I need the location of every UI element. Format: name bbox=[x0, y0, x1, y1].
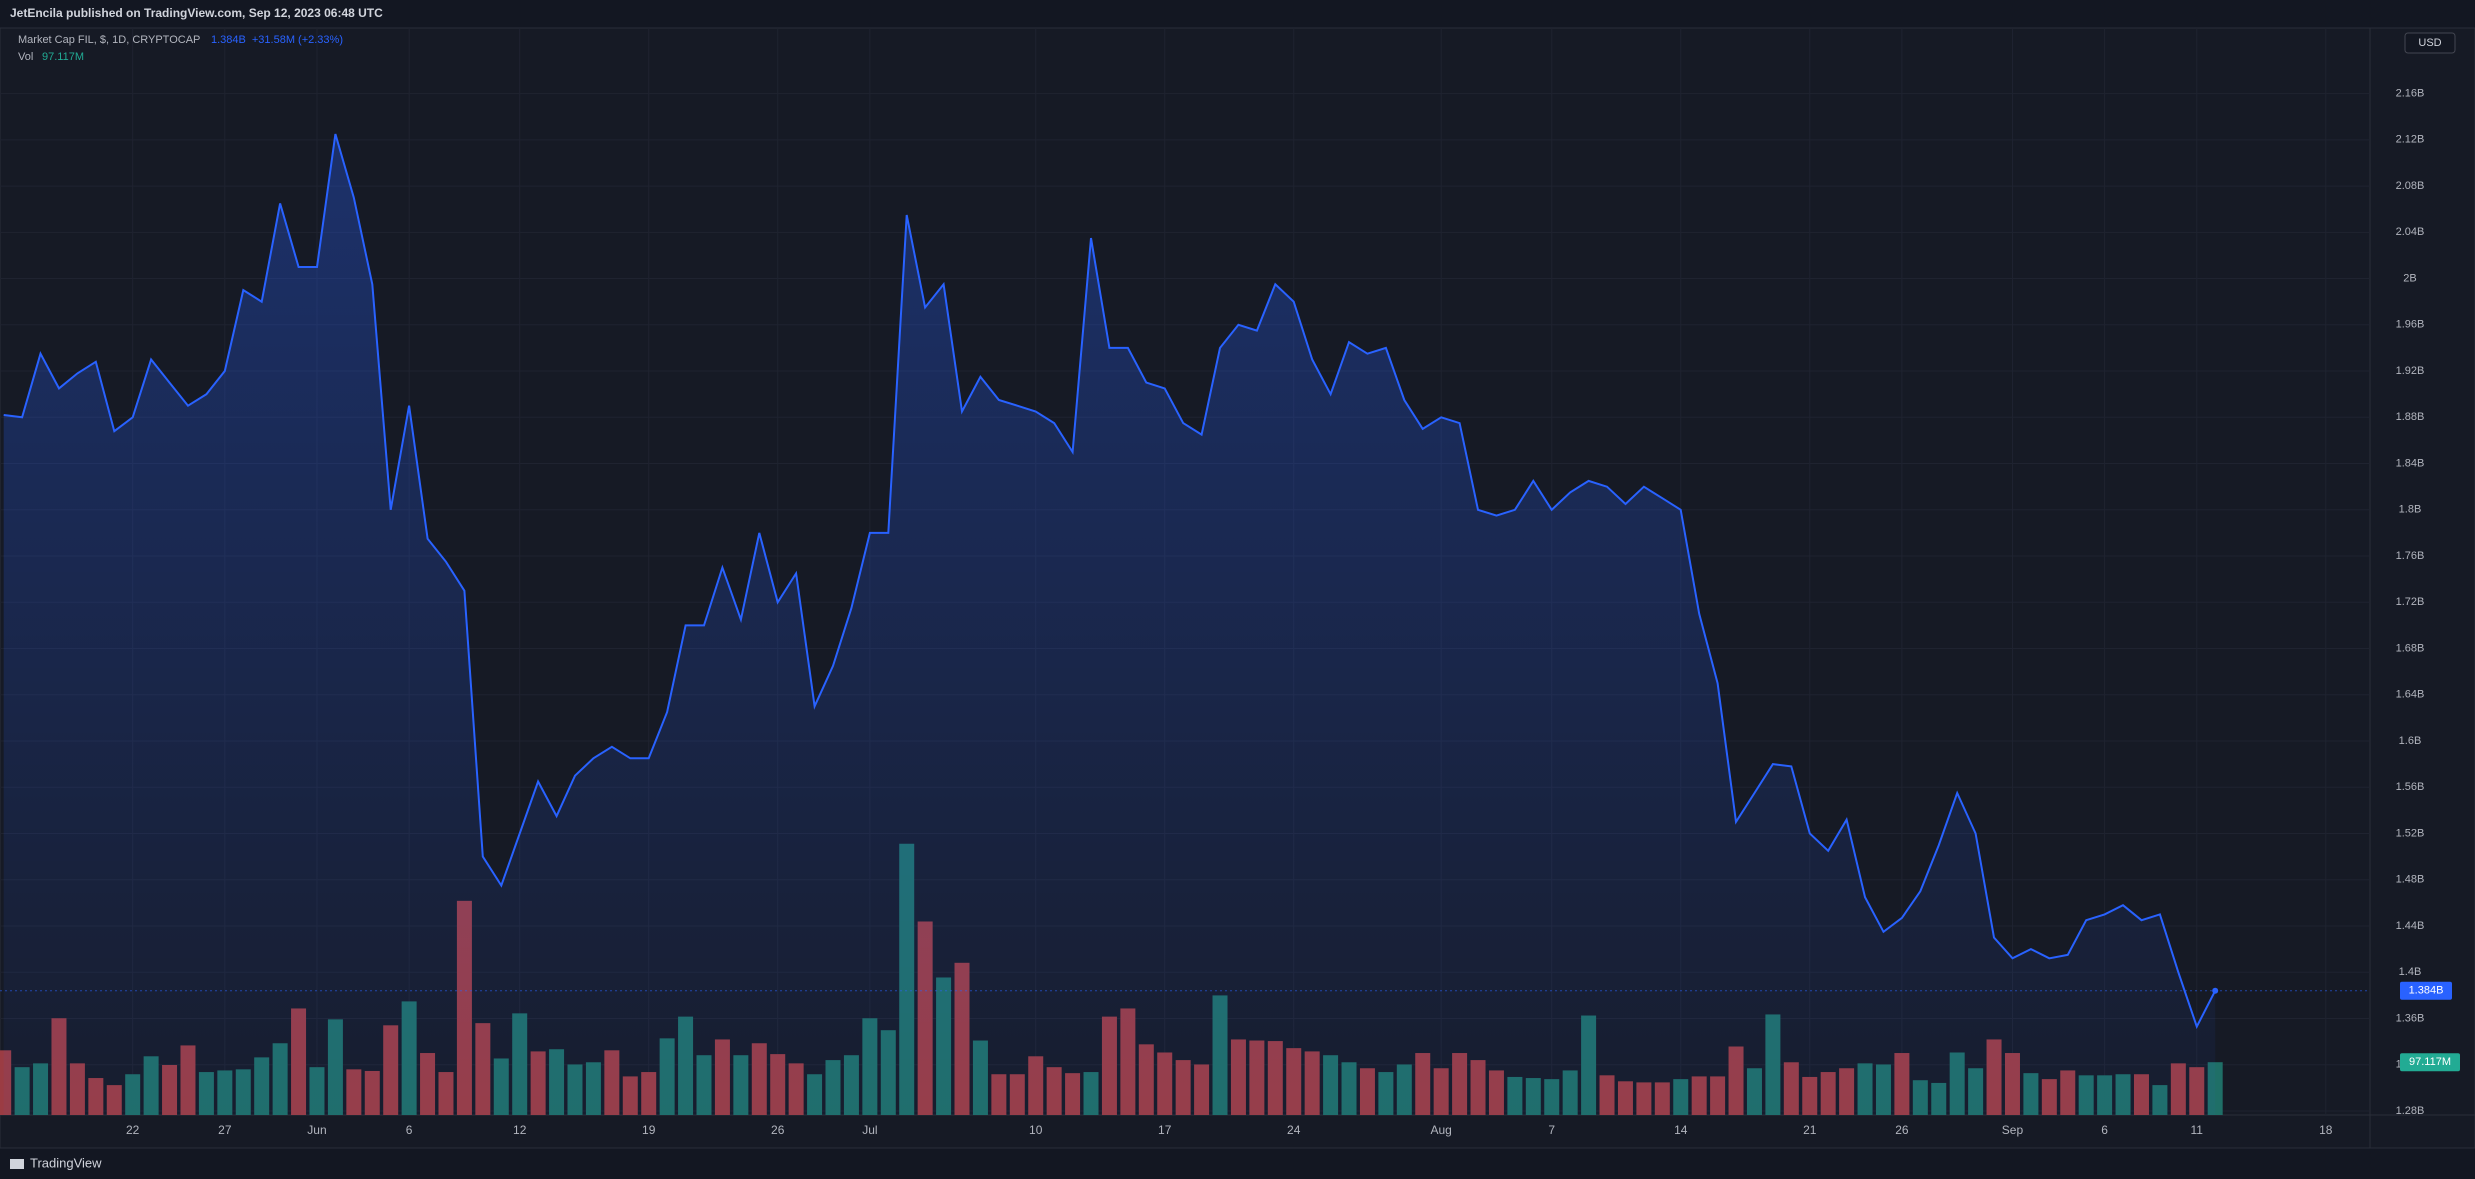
currency-button[interactable] bbox=[2404, 32, 2456, 54]
x-tick-label: 26 bbox=[771, 1123, 785, 1137]
x-tick-label: 22 bbox=[126, 1123, 140, 1137]
y-tick-label: 1.56B bbox=[2396, 781, 2425, 793]
y-tick-label: 2.04B bbox=[2396, 226, 2425, 238]
volume-name: Vol bbox=[18, 51, 33, 63]
x-tick-label: 10 bbox=[1029, 1123, 1043, 1137]
legend-value: 1.384B bbox=[211, 34, 246, 46]
x-tick-label: 19 bbox=[642, 1123, 656, 1137]
x-tick-label: Sep bbox=[2002, 1123, 2024, 1137]
x-tick-label: 24 bbox=[1287, 1123, 1301, 1137]
x-tick-label: 11 bbox=[2191, 1123, 2204, 1137]
x-tick-label: 17 bbox=[1158, 1123, 1172, 1137]
price-line bbox=[3, 133, 2217, 1030]
x-tick-label: Aug bbox=[1430, 1123, 1451, 1137]
x-tick-label: Jun bbox=[307, 1123, 326, 1137]
last-point bbox=[2212, 987, 2219, 994]
y-tick-label: 2.16B bbox=[2396, 87, 2425, 99]
y-tick-label: 1.8B bbox=[2399, 504, 2422, 516]
symbol: Market Cap FIL, $, 1D, CRYPTOCAP bbox=[18, 34, 200, 46]
x-tick-label: 12 bbox=[513, 1123, 527, 1137]
x-tick-label: Jul bbox=[862, 1123, 877, 1137]
y-tick-label: 1.68B bbox=[2396, 642, 2425, 654]
y-tick-label: 2B bbox=[2403, 272, 2416, 284]
price-badge bbox=[2400, 981, 2452, 1000]
x-tick-label: 6 bbox=[406, 1123, 413, 1137]
y-tick-label: 1.72B bbox=[2396, 596, 2425, 608]
y-tick-label: 1.36B bbox=[2396, 1012, 2425, 1024]
x-tick-label: 27 bbox=[218, 1123, 232, 1137]
x-tick-label: 7 bbox=[1548, 1123, 1555, 1137]
y-tick-label: 1.76B bbox=[2396, 550, 2425, 562]
y-tick-label: 2.08B bbox=[2396, 180, 2425, 192]
brand-logo bbox=[10, 1159, 24, 1169]
y-tick-label: 1.52B bbox=[2396, 827, 2425, 839]
y-tick-label: 1.92B bbox=[2396, 365, 2425, 377]
volume-badge bbox=[2400, 1053, 2460, 1072]
y-tick-label: 2.12B bbox=[2396, 134, 2425, 146]
y-tick-label: 1.4B bbox=[2399, 966, 2422, 978]
x-tick-label: 21 bbox=[1803, 1123, 1817, 1137]
area-fill bbox=[3, 134, 2216, 1115]
currency[interactable]: USD bbox=[2418, 37, 2441, 49]
y-tick-label: 1.84B bbox=[2396, 457, 2425, 469]
y-tick-label: 1.6B bbox=[2399, 735, 2422, 747]
y-tick-label: 1.28B bbox=[2396, 1105, 2425, 1117]
volume-badge-label: 97.117M bbox=[2409, 1056, 2451, 1068]
brand: TradingView bbox=[30, 1155, 102, 1170]
plot bbox=[0, 28, 2370, 1115]
y-tick-label: 1.44B bbox=[2396, 920, 2425, 932]
y-tick-label: 1.48B bbox=[2396, 874, 2425, 886]
price-badge-label: 1.384B bbox=[2409, 985, 2444, 997]
x-tick-label: 6 bbox=[2101, 1123, 2108, 1137]
volume-legend-value: 97.117M bbox=[42, 51, 84, 63]
x-tick-label: 26 bbox=[1895, 1123, 1909, 1137]
y-tick-label: 1.64B bbox=[2396, 689, 2425, 701]
x-tick-label: 14 bbox=[1674, 1123, 1688, 1137]
y-tick-label: 1.88B bbox=[2396, 411, 2425, 423]
x-tick-label: 18 bbox=[2319, 1123, 2333, 1137]
y-tick-label: 1.96B bbox=[2396, 319, 2425, 331]
legend-change: +31.58M (+2.33%) bbox=[252, 34, 343, 46]
publisher: JetEncila published on TradingView.com, … bbox=[10, 6, 383, 20]
